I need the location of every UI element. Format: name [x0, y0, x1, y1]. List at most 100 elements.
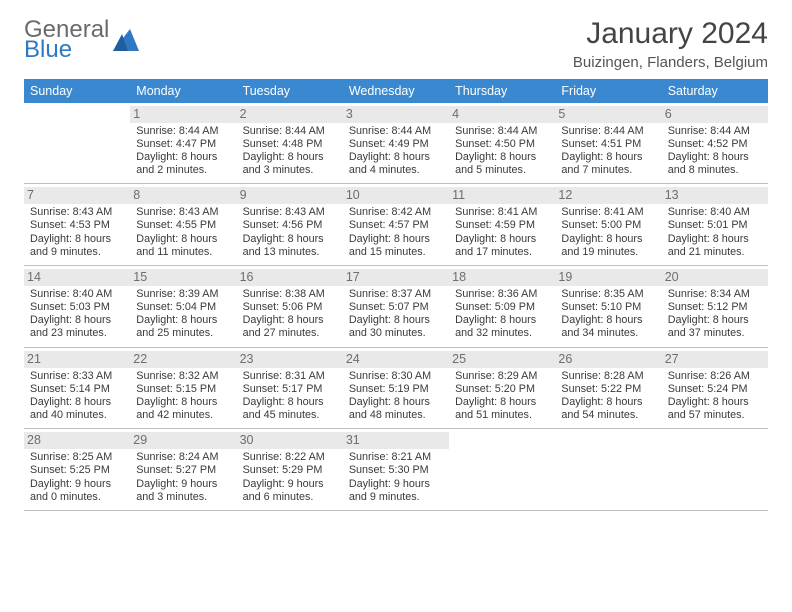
sunset-text: Sunset: 5:07 PM — [349, 301, 443, 314]
sunrise-text: Sunrise: 8:28 AM — [561, 370, 655, 383]
sunset-text: Sunset: 4:48 PM — [243, 138, 337, 151]
sunrise-text: Sunrise: 8:40 AM — [30, 288, 124, 301]
sunrise-text: Sunrise: 8:26 AM — [668, 370, 762, 383]
location: Buizingen, Flanders, Belgium — [573, 54, 768, 71]
daylight-text: Daylight: 8 hours and 19 minutes. — [561, 233, 655, 259]
sunrise-text: Sunrise: 8:21 AM — [349, 451, 443, 464]
day-info: Sunrise: 8:35 AMSunset: 5:10 PMDaylight:… — [561, 288, 655, 341]
sunrise-text: Sunrise: 8:44 AM — [561, 125, 655, 138]
day-number: 10 — [343, 187, 449, 204]
calendar-cell: 23Sunrise: 8:31 AMSunset: 5:17 PMDayligh… — [237, 348, 343, 429]
day-info: Sunrise: 8:36 AMSunset: 5:09 PMDaylight:… — [455, 288, 549, 341]
sunset-text: Sunset: 5:09 PM — [455, 301, 549, 314]
calendar-cell: 10 Sunrise: 8:42 AMSunset: 4:57 PMDayligh… — [343, 184, 449, 265]
daylight-text: Daylight: 9 hours and 6 minutes. — [243, 478, 337, 504]
sunset-text: Sunset: 4:55 PM — [136, 219, 230, 232]
day-info: Sunrise: 8:43 AMSunset: 4:55 PMDaylight:… — [136, 206, 230, 259]
day-number: 19 — [555, 269, 661, 286]
sunset-text: Sunset: 4:52 PM — [668, 138, 762, 151]
day-number: 8 — [130, 187, 236, 204]
logo: General Blue — [24, 18, 139, 62]
sunrise-text: Sunrise: 8:24 AM — [136, 451, 230, 464]
calendar-cell: 6 Sunrise: 8:44 AMSunset: 4:52 PMDaylight… — [662, 103, 768, 184]
daylight-text: Daylight: 8 hours and 3 minutes. — [243, 151, 337, 177]
sunset-text: Sunset: 5:14 PM — [30, 383, 124, 396]
sunrise-text: Sunrise: 8:37 AM — [349, 288, 443, 301]
sunset-text: Sunset: 4:57 PM — [349, 219, 443, 232]
day-info: Sunrise: 8:44 AMSunset: 4:52 PMDaylight:… — [668, 125, 762, 178]
sunset-text: Sunset: 4:59 PM — [455, 219, 549, 232]
calendar-cell-empty — [555, 429, 661, 510]
sunrise-text: Sunrise: 8:41 AM — [561, 206, 655, 219]
daylight-text: Daylight: 8 hours and 42 minutes. — [136, 396, 230, 422]
sunset-text: Sunset: 5:01 PM — [668, 219, 762, 232]
daylight-text: Daylight: 9 hours and 9 minutes. — [349, 478, 443, 504]
calendar-cell: 20Sunrise: 8:34 AMSunset: 5:12 PMDayligh… — [662, 266, 768, 347]
day-number: 22 — [130, 351, 236, 368]
daylight-text: Daylight: 9 hours and 3 minutes. — [136, 478, 230, 504]
day-number: 31 — [343, 432, 449, 449]
calendar-cell: 18Sunrise: 8:36 AMSunset: 5:09 PMDayligh… — [449, 266, 555, 347]
day-number: 9 — [237, 187, 343, 204]
calendar-cell: 15Sunrise: 8:39 AMSunset: 5:04 PMDayligh… — [130, 266, 236, 347]
daylight-text: Daylight: 8 hours and 7 minutes. — [561, 151, 655, 177]
day-info: Sunrise: 8:44 AMSunset: 4:50 PMDaylight:… — [455, 125, 549, 178]
sunset-text: Sunset: 4:53 PM — [30, 219, 124, 232]
sunrise-text: Sunrise: 8:39 AM — [136, 288, 230, 301]
day-number: 15 — [130, 269, 236, 286]
calendar-header-row: SundayMondayTuesdayWednesdayThursdayFrid… — [24, 79, 768, 103]
daylight-text: Daylight: 8 hours and 15 minutes. — [349, 233, 443, 259]
day-info: Sunrise: 8:38 AMSunset: 5:06 PMDaylight:… — [243, 288, 337, 341]
day-number: 28 — [24, 432, 130, 449]
daylight-text: Daylight: 8 hours and 23 minutes. — [30, 314, 124, 340]
calendar-body: 1Sunrise: 8:44 AMSunset: 4:47 PMDaylight… — [24, 103, 768, 511]
day-info: Sunrise: 8:40 AMSunset: 5:03 PMDaylight:… — [30, 288, 124, 341]
daylight-text: Daylight: 8 hours and 5 minutes. — [455, 151, 549, 177]
logo-text-block: General Blue — [24, 18, 109, 62]
calendar-cell: 4Sunrise: 8:44 AMSunset: 4:50 PMDaylight… — [449, 103, 555, 184]
day-header: Thursday — [449, 79, 555, 103]
sunrise-text: Sunrise: 8:44 AM — [668, 125, 762, 138]
day-info: Sunrise: 8:43 AMSunset: 4:53 PMDaylight:… — [30, 206, 124, 259]
sunset-text: Sunset: 4:56 PM — [243, 219, 337, 232]
day-info: Sunrise: 8:32 AMSunset: 5:15 PMDaylight:… — [136, 370, 230, 423]
daylight-text: Daylight: 8 hours and 17 minutes. — [455, 233, 549, 259]
calendar-cell: 16Sunrise: 8:38 AMSunset: 5:06 PMDayligh… — [237, 266, 343, 347]
day-number: 24 — [343, 351, 449, 368]
daylight-text: Daylight: 8 hours and 2 minutes. — [136, 151, 230, 177]
day-number: 13 — [662, 187, 768, 204]
daylight-text: Daylight: 8 hours and 54 minutes. — [561, 396, 655, 422]
day-number: 23 — [237, 351, 343, 368]
calendar-cell-empty — [662, 429, 768, 510]
day-info: Sunrise: 8:40 AMSunset: 5:01 PMDaylight:… — [668, 206, 762, 259]
calendar-cell: 25Sunrise: 8:29 AMSunset: 5:20 PMDayligh… — [449, 348, 555, 429]
daylight-text: Daylight: 9 hours and 0 minutes. — [30, 478, 124, 504]
calendar: SundayMondayTuesdayWednesdayThursdayFrid… — [24, 79, 768, 511]
sunrise-text: Sunrise: 8:32 AM — [136, 370, 230, 383]
day-info: Sunrise: 8:44 AMSunset: 4:49 PMDaylight:… — [349, 125, 443, 178]
daylight-text: Daylight: 8 hours and 8 minutes. — [668, 151, 762, 177]
day-number: 5 — [555, 106, 661, 123]
sunrise-text: Sunrise: 8:44 AM — [455, 125, 549, 138]
daylight-text: Daylight: 8 hours and 51 minutes. — [455, 396, 549, 422]
sunrise-text: Sunrise: 8:44 AM — [349, 125, 443, 138]
day-info: Sunrise: 8:42 AMSunset: 4:57 PMDaylight:… — [349, 206, 443, 259]
calendar-cell: 22 Sunrise: 8:32 AMSunset: 5:15 PMDayligh… — [130, 348, 236, 429]
day-number: 27 — [662, 351, 768, 368]
day-info: Sunrise: 8:43 AMSunset: 4:56 PMDaylight:… — [243, 206, 337, 259]
day-info: Sunrise: 8:41 AMSunset: 5:00 PMDaylight:… — [561, 206, 655, 259]
calendar-cell: 26Sunrise: 8:28 AMSunset: 5:22 PMDayligh… — [555, 348, 661, 429]
day-number: 6 — [662, 106, 768, 123]
sunrise-text: Sunrise: 8:33 AM — [30, 370, 124, 383]
daylight-text: Daylight: 8 hours and 37 minutes. — [668, 314, 762, 340]
calendar-cell: 29Sunrise: 8:24 AMSunset: 5:27 PMDayligh… — [130, 429, 236, 510]
day-info: Sunrise: 8:28 AMSunset: 5:22 PMDaylight:… — [561, 370, 655, 423]
sunset-text: Sunset: 5:22 PM — [561, 383, 655, 396]
sunrise-text: Sunrise: 8:25 AM — [30, 451, 124, 464]
sunrise-text: Sunrise: 8:43 AM — [30, 206, 124, 219]
daylight-text: Daylight: 8 hours and 9 minutes. — [30, 233, 124, 259]
calendar-cell: 3Sunrise: 8:44 AMSunset: 4:49 PMDaylight… — [343, 103, 449, 184]
daylight-text: Daylight: 8 hours and 11 minutes. — [136, 233, 230, 259]
sunrise-text: Sunrise: 8:44 AM — [243, 125, 337, 138]
day-number: 1 — [130, 106, 236, 123]
